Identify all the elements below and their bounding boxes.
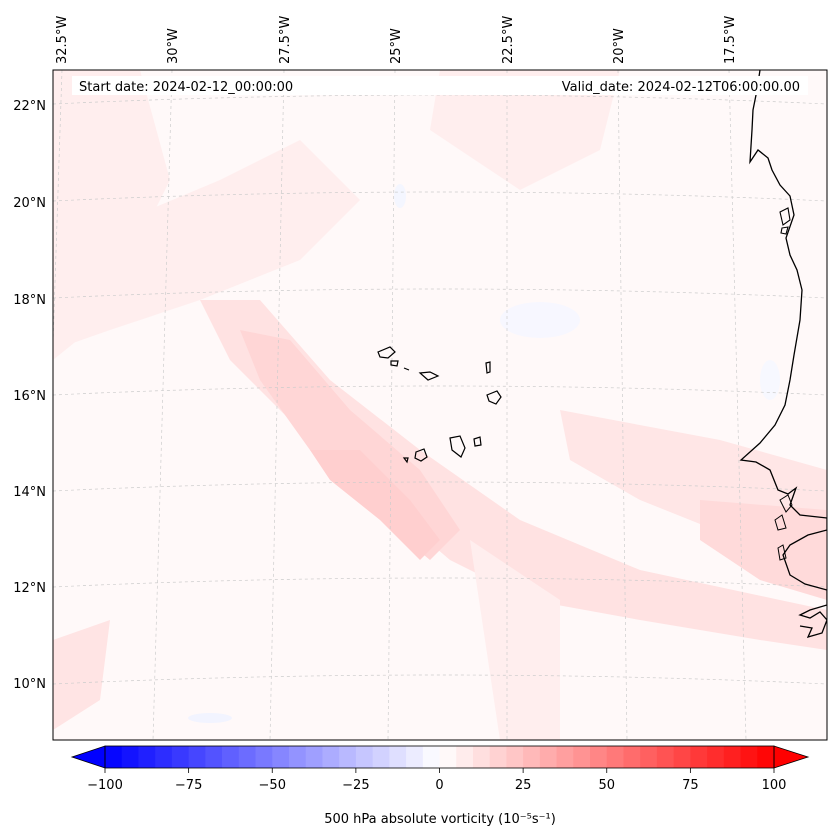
colorbar-swatch xyxy=(506,746,524,768)
colorbar-swatch xyxy=(556,746,574,768)
vorticity-field xyxy=(53,70,827,740)
colorbar-label: 500 hPa absolute vorticity (10⁻⁵s⁻¹) xyxy=(324,812,556,827)
colorbar-swatch xyxy=(723,746,741,768)
colorbar-swatch xyxy=(188,746,206,768)
colorbar-swatch xyxy=(489,746,507,768)
lon-label: 22.5°W xyxy=(501,16,516,64)
colorbar-tick-label: −50 xyxy=(259,778,286,793)
colorbar-swatch xyxy=(422,746,440,768)
lon-label: 27.5°W xyxy=(278,16,293,64)
colorbar-swatch xyxy=(673,746,691,768)
colorbar-swatch xyxy=(138,746,156,768)
lat-label: 20°N xyxy=(13,196,46,211)
colorbar-swatch xyxy=(707,746,725,768)
colorbar-swatch xyxy=(121,746,139,768)
colorbar-tick-label: −25 xyxy=(342,778,369,793)
lat-label: 18°N xyxy=(13,293,46,308)
colorbar-swatch xyxy=(439,746,457,768)
lon-label: 30°W xyxy=(166,28,181,64)
colorbar-tick-label: 25 xyxy=(515,778,532,793)
colorbar-swatch xyxy=(155,746,173,768)
colorbar-swatch xyxy=(205,746,223,768)
colorbar-swatch xyxy=(339,746,357,768)
colorbar-swatch xyxy=(322,746,340,768)
longitude-labels: 32.5°W 30°W 27.5°W 25°W 22.5°W 20°W 17.5… xyxy=(55,16,738,64)
cape-verde-islands xyxy=(377,346,502,464)
colorbar-swatch xyxy=(372,746,390,768)
colorbar-swatch xyxy=(640,746,658,768)
lon-label: 17.5°W xyxy=(723,16,738,64)
valid-date-label: Valid_date: 2024-02-12T06:00:00.00 xyxy=(562,80,800,95)
colorbar-extend-low xyxy=(70,745,106,769)
colorbar-swatch xyxy=(355,746,374,768)
colorbar-swatch xyxy=(272,746,290,768)
lon-label: 20°W xyxy=(612,28,627,64)
african-coastline xyxy=(739,70,827,639)
colorbar-swatches xyxy=(105,746,775,768)
lon-label: 25°W xyxy=(389,28,404,64)
lat-label: 22°N xyxy=(13,99,46,114)
colorbar-tick-label: 50 xyxy=(598,778,615,793)
colorbar-swatch xyxy=(656,746,675,768)
colorbar-swatch xyxy=(305,746,323,768)
lat-label: 12°N xyxy=(13,581,46,596)
colorbar-tick-label: 75 xyxy=(682,778,699,793)
map-frame xyxy=(52,69,828,741)
longitude-gridlines xyxy=(53,70,747,740)
colorbar-swatch xyxy=(623,746,641,768)
colorbar-swatch xyxy=(757,746,775,768)
colorbar-swatch xyxy=(606,746,624,768)
colorbar-swatch xyxy=(255,746,273,768)
lon-label: 32.5°W xyxy=(55,16,70,64)
colorbar-ticks: −100 −75 −50 −25 0 25 50 75 100 xyxy=(87,768,786,793)
colorbar-swatch xyxy=(590,746,608,768)
colorbar-swatch xyxy=(105,746,123,768)
colorbar-swatch xyxy=(573,746,591,768)
colorbar-swatch xyxy=(406,746,424,768)
colorbar-tick-label: −100 xyxy=(87,778,123,793)
colorbar-swatch xyxy=(222,746,240,768)
colorbar-swatch xyxy=(539,746,557,768)
colorbar-swatch xyxy=(740,746,758,768)
colorbar-swatch xyxy=(690,746,708,768)
colorbar-tick-label: 0 xyxy=(435,778,443,793)
lat-label: 10°N xyxy=(13,677,46,692)
map-panel: Start date: 2024-02-12_00:00:00 Valid_da… xyxy=(52,69,828,741)
latitude-labels: 22°N 20°N 18°N 16°N 14°N 12°N 10°N xyxy=(13,99,46,692)
lat-label: 16°N xyxy=(13,389,46,404)
colorbar-swatch xyxy=(238,746,256,768)
colorbar-swatch xyxy=(288,746,307,768)
latitude-gridlines xyxy=(53,94,827,685)
colorbar-swatch xyxy=(523,746,541,768)
colorbar-swatch xyxy=(389,746,407,768)
colorbar-swatch xyxy=(171,746,190,768)
colorbar-tick-label: 100 xyxy=(762,778,787,793)
colorbar-tick-label: −75 xyxy=(175,778,202,793)
colorbar: −100 −75 −50 −25 0 25 50 75 100 500 hPa absolute… xyxy=(70,745,810,827)
colorbar-swatch xyxy=(472,746,491,768)
colorbar-extend-high xyxy=(773,745,810,769)
start-date-label: Start date: 2024-02-12_00:00:00 xyxy=(79,80,293,95)
colorbar-swatch xyxy=(456,746,474,768)
lat-label: 14°N xyxy=(13,485,46,500)
